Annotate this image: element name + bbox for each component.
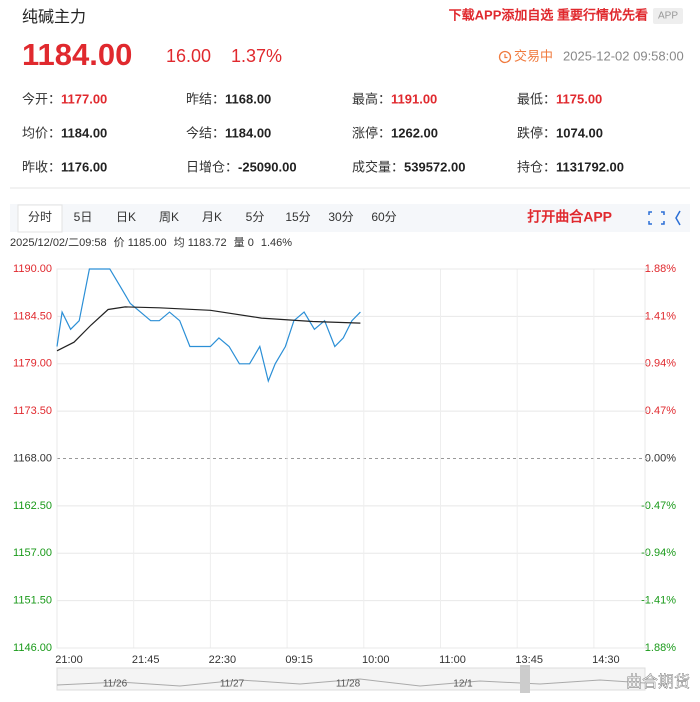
y-tick-label: 1162.50 xyxy=(13,500,52,512)
navigator xyxy=(56,667,646,691)
time: 2025-12-02 09:58:00 xyxy=(563,48,684,63)
stat-label: 昨结： xyxy=(186,91,225,106)
stat-label: 今开： xyxy=(22,91,61,106)
series-line xyxy=(56,268,361,383)
tab[interactable]: 日K xyxy=(116,210,136,224)
info-item: 1.46% xyxy=(261,237,292,249)
fullscreen-icon[interactable] xyxy=(648,211,665,225)
stat-value: -25090.00 xyxy=(238,159,297,174)
watermark: 曲合期货 xyxy=(626,673,690,691)
x-tick-label: 09:15 xyxy=(285,654,313,666)
badge[interactable]: APP xyxy=(658,11,678,22)
y2-tick-label: -0.94% xyxy=(641,547,676,559)
tab[interactable]: 5日 xyxy=(74,210,93,224)
y2-tick-label: -1.41% xyxy=(641,595,676,607)
y2-tick-label: -0.47% xyxy=(641,500,676,512)
stat-label: 最高： xyxy=(352,91,391,106)
navigator-line xyxy=(56,678,646,687)
info-item: 均 1183.72 xyxy=(174,236,227,249)
y2-tick-label: 0.94% xyxy=(645,358,676,370)
stat-value: 1184.00 xyxy=(225,125,271,140)
percent: 1.37% xyxy=(231,46,282,66)
tab[interactable]: 15分 xyxy=(285,210,310,224)
stat-value: 1184.00 xyxy=(61,125,107,140)
y2-tick-label: 1.88% xyxy=(645,263,676,275)
navigator-date: 11/26 xyxy=(103,679,128,690)
stat-label: 成交量： xyxy=(352,159,404,174)
clock-icon xyxy=(498,50,512,64)
info-item: 2025/12/02/二09:58 xyxy=(10,237,107,249)
settings-icon[interactable] xyxy=(675,210,681,226)
open-app[interactable]: 打开曲合APP xyxy=(527,209,612,225)
stat-value: 1175.00 xyxy=(556,91,602,106)
stat-label: 日增仓： xyxy=(186,159,238,174)
tab[interactable]: 30分 xyxy=(328,210,353,224)
stat-value: 1168.00 xyxy=(225,91,271,106)
stat-value: 1131792.00 xyxy=(556,159,624,174)
navigator-date: 11/28 xyxy=(336,679,361,690)
tab[interactable]: 周K xyxy=(159,210,179,224)
y-tick-label: 1184.50 xyxy=(13,310,52,322)
x-tick-label: 21:45 xyxy=(132,654,160,666)
stat-label: 均价： xyxy=(22,125,61,140)
stat-value: 1176.00 xyxy=(61,159,107,174)
promo[interactable]: 下载APP添加自选 重要行情优先看 xyxy=(449,7,648,22)
tab[interactable]: 60分 xyxy=(371,210,396,224)
y-tick-label: 1157.00 xyxy=(13,547,52,559)
tab[interactable]: 月K xyxy=(202,210,222,224)
info-item: 价 1185.00 xyxy=(114,236,167,249)
stat-label: 跌停： xyxy=(517,125,556,140)
info-line: 2025/12/02/二09:58 价 1185.00 均 1183.72 量 0 1.… xyxy=(10,236,292,249)
stat-label: 最低： xyxy=(517,91,556,106)
plot-frame xyxy=(56,268,646,649)
stat-label: 涨停： xyxy=(352,125,391,140)
series-line xyxy=(56,306,361,352)
stat-value: 1074.00 xyxy=(556,125,603,140)
x-tick-label: 21:00 xyxy=(55,654,83,666)
y-tick-label: 1146.00 xyxy=(13,642,52,654)
stat-value: 1262.00 xyxy=(391,125,438,140)
y2-tick-label: 0.47% xyxy=(645,405,676,417)
y2-tick-label: 1.41% xyxy=(645,310,676,322)
stat-value: 1191.00 xyxy=(391,91,437,106)
tab[interactable]: 分时 xyxy=(28,210,52,224)
y2-tick-label: -1.88% xyxy=(641,642,676,654)
x-tick-label: 14:30 xyxy=(592,654,620,666)
y-tick-label: 1151.50 xyxy=(13,595,52,607)
stat-label: 持仓： xyxy=(517,159,556,174)
stats: 今开： 1177.00 昨结： 1168.00 最高： 1191.00 最低： 1175.00… xyxy=(22,91,624,174)
stat-value: 1177.00 xyxy=(61,91,107,106)
chart: 1190.00 1184.50 1179.00 1173.50 1168.00 1162.… xyxy=(13,263,676,666)
info-item: 量 0 xyxy=(234,236,254,249)
y-tick-label: 1168.00 xyxy=(13,452,52,464)
clock-hand xyxy=(504,54,508,59)
x-tick-label: 22:30 xyxy=(209,654,237,666)
title: 纯碱主力 xyxy=(22,8,86,26)
tab-bar xyxy=(10,204,690,232)
change: 16.00 xyxy=(166,46,211,66)
stat-label: 昨收： xyxy=(22,159,61,174)
navigator-date: 12/1 xyxy=(453,679,473,690)
y-tick-label: 1190.00 xyxy=(13,263,52,275)
tabs: 分时 5日 日K 周K 月K 5分 15分 30分 60分 xyxy=(17,204,397,233)
x-tick-label: 13:45 xyxy=(515,654,543,666)
y-tick-label: 1179.00 xyxy=(13,358,52,370)
status: 交易中 xyxy=(514,48,553,63)
x-tick-label: 11:00 xyxy=(439,654,466,666)
tab[interactable]: 5分 xyxy=(246,210,265,224)
navigator-dates: 11/26 11/27 11/28 12/1 xyxy=(103,679,473,690)
y-tick-label: 1173.50 xyxy=(13,405,52,417)
stat-label: 今结： xyxy=(186,125,225,140)
price: 1184.00 xyxy=(22,37,132,72)
navigator-handle[interactable] xyxy=(520,665,530,693)
y2-tick-label: 0.00% xyxy=(645,452,676,464)
tab-active xyxy=(17,204,63,233)
x-tick-label: 10:00 xyxy=(362,654,390,666)
stat-value: 539572.00 xyxy=(404,159,465,174)
navigator-date: 11/27 xyxy=(220,679,245,690)
badge-bg xyxy=(653,8,683,24)
